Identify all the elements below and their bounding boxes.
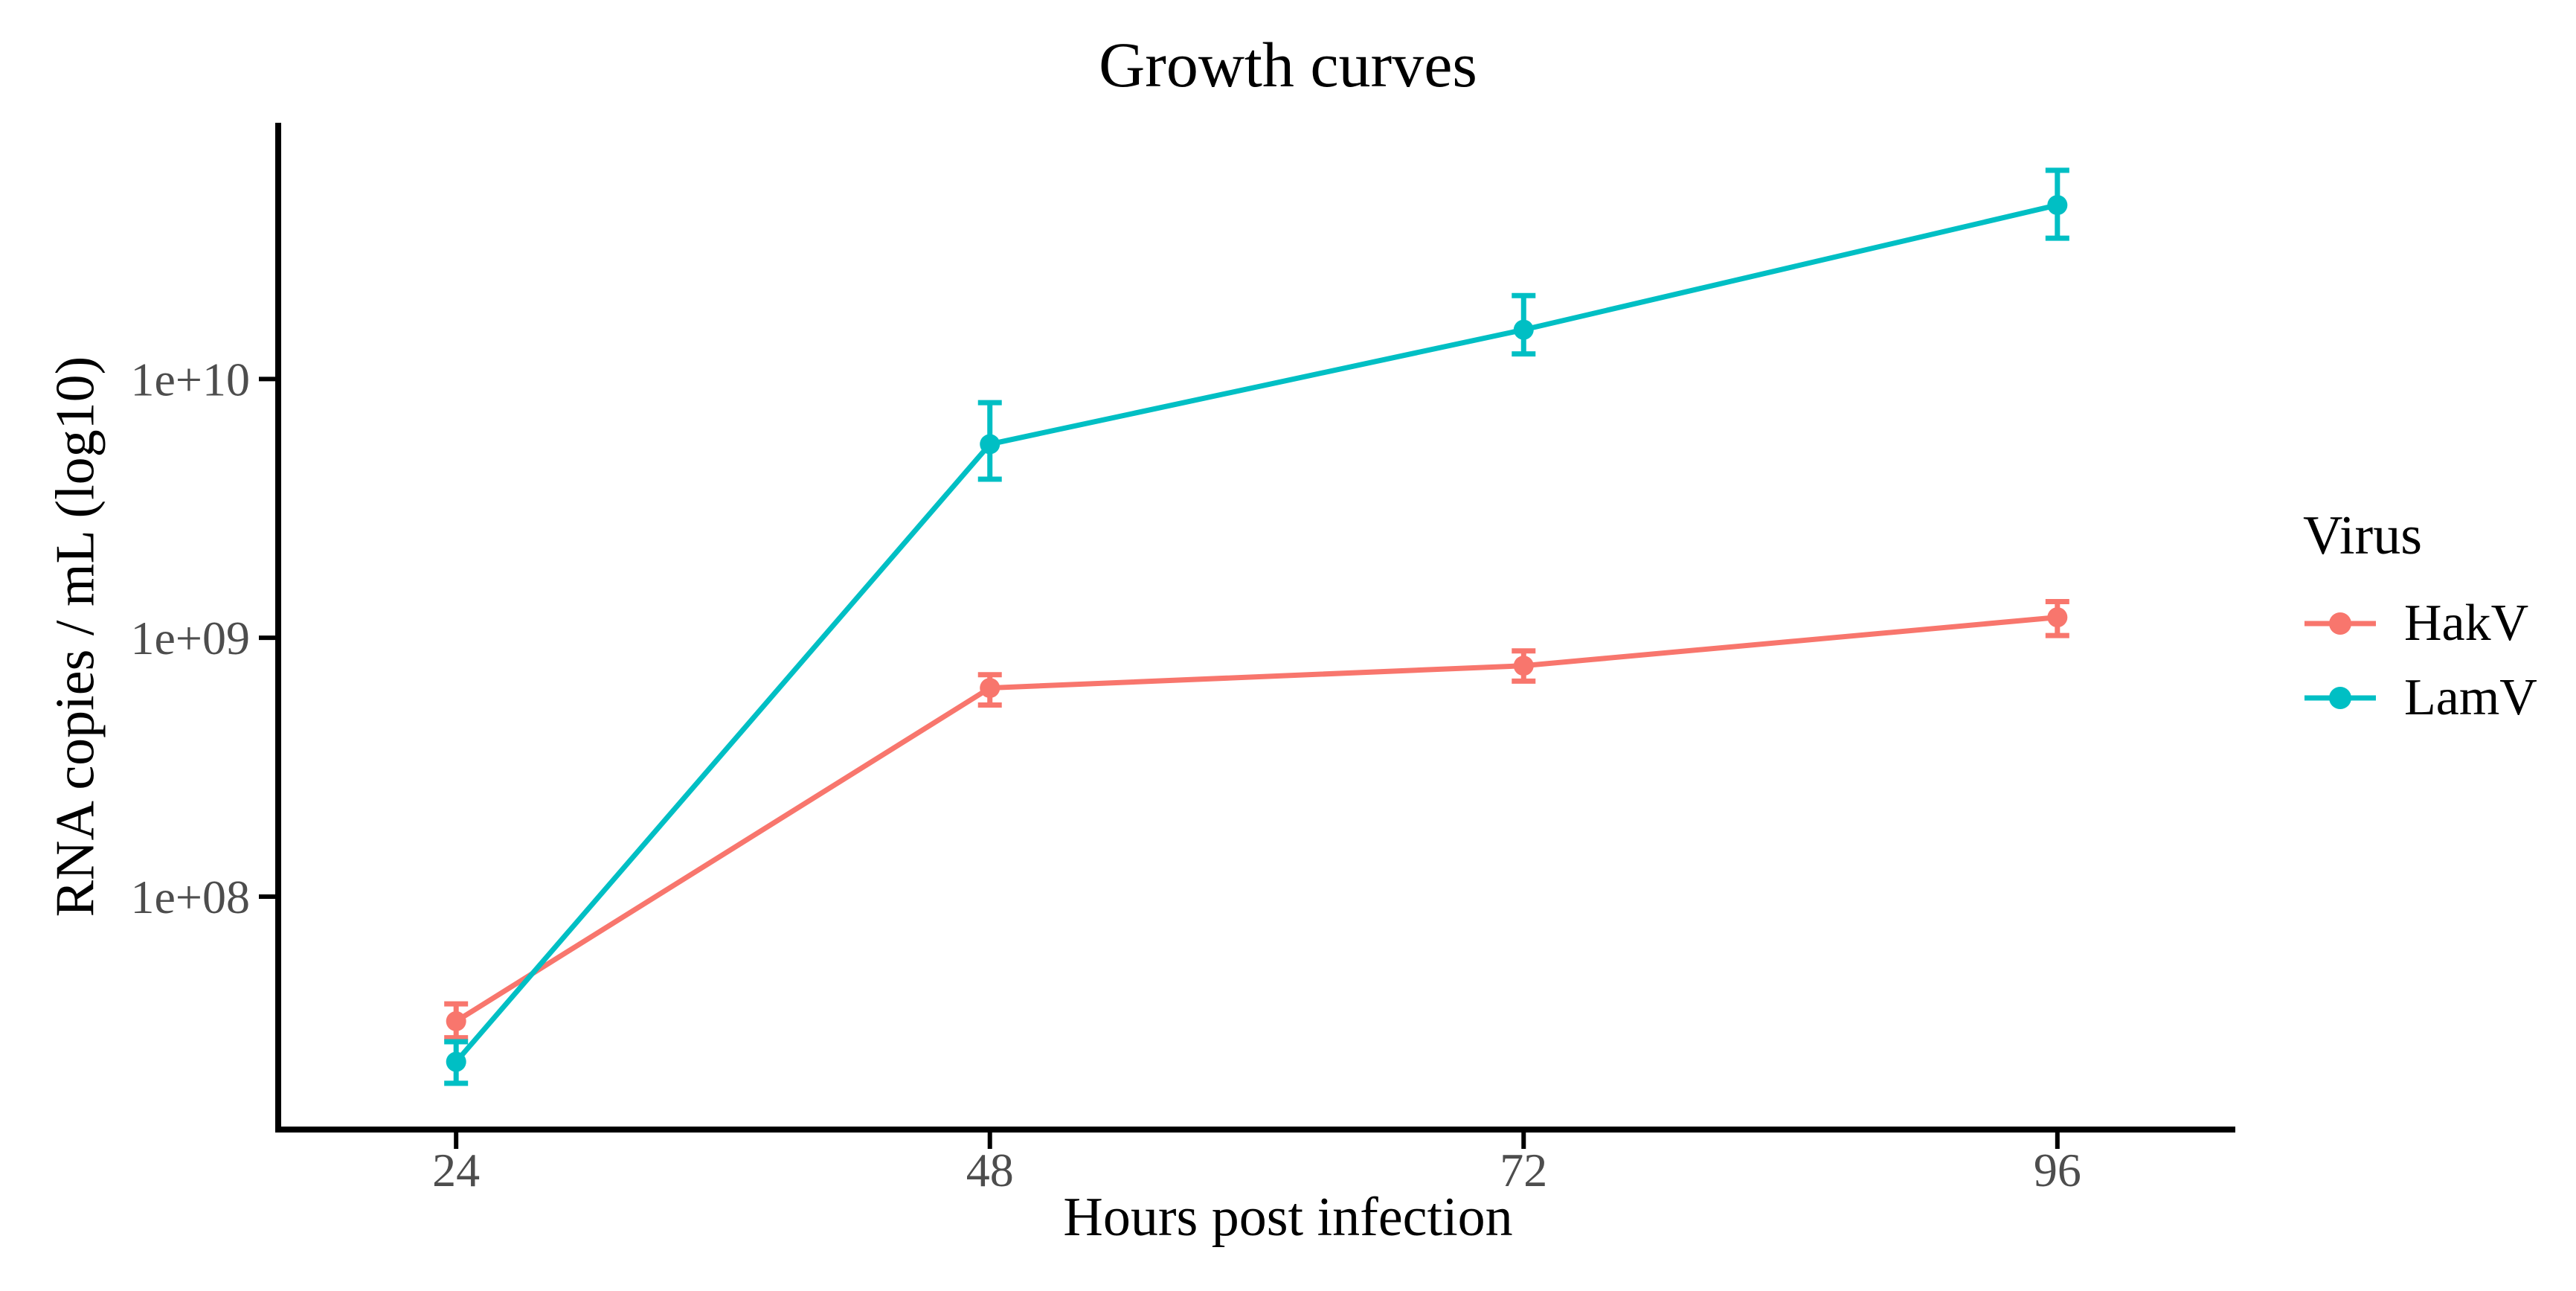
legend-key-hakv-icon [2304,612,2376,635]
data-point-lamv [2047,195,2068,216]
data-point-hakv [980,678,1000,699]
y-tick-label: 1e+08 [131,871,251,923]
data-point-lamv [446,1051,466,1072]
y-tick-label: 1e+10 [131,353,251,406]
legend-entry-lamv: LamV [2303,669,2537,727]
x-tick-label: 48 [966,1144,1014,1197]
series-line-lamv [453,202,2061,1065]
legend-entry-hakv: HakV [2303,595,2537,653]
x-tick-label: 24 [432,1144,480,1197]
y-tick-label: 1e+09 [131,612,251,664]
legend-label-hakv: HakV [2404,595,2529,653]
data-point-hakv [2047,607,2068,628]
x-axis-title: Hours post infection [1063,1187,1513,1248]
x-tick-label: 96 [2034,1144,2081,1197]
legend-title: Virus [2303,505,2422,566]
x-tick-label: 72 [1500,1144,1547,1197]
data-point-lamv [1513,319,1534,340]
legend: Virus HakV LamV [2303,505,2537,727]
data-point-hakv [1513,656,1534,676]
data-point-hakv [446,1010,466,1031]
legend-label-lamv: LamV [2404,669,2537,727]
data-point-lamv [980,434,1000,455]
series-line-hakv [453,615,2061,1024]
chart-title: Growth curves [1099,29,1477,100]
legend-key-lamv-icon [2304,687,2376,710]
